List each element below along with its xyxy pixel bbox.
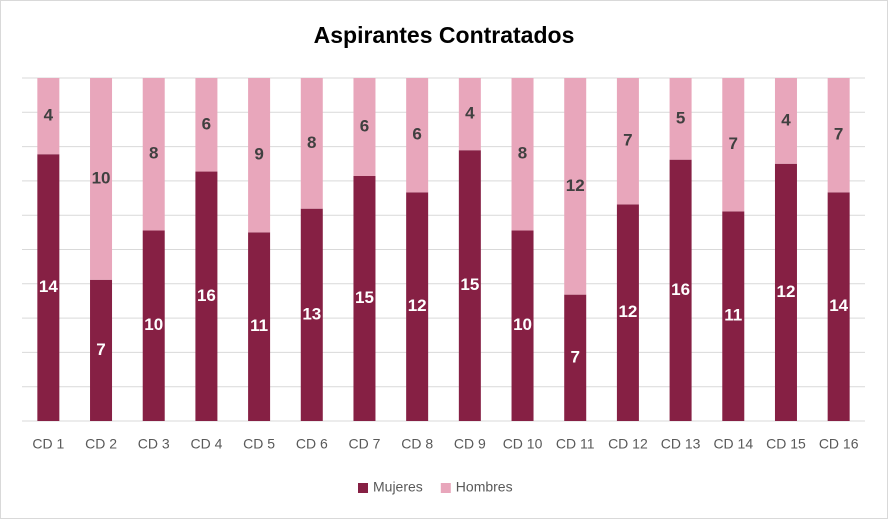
bar-segment bbox=[90, 279, 113, 421]
bar-segment bbox=[37, 154, 60, 421]
legend-label: Mujeres bbox=[373, 479, 423, 495]
x-tick-label: CD 15 bbox=[766, 436, 806, 452]
data-label: 7 bbox=[623, 131, 632, 150]
bar-segment bbox=[353, 176, 376, 421]
data-label: 10 bbox=[144, 315, 163, 334]
data-label: 7 bbox=[570, 347, 579, 366]
data-label: 6 bbox=[360, 116, 369, 135]
data-label: 15 bbox=[355, 288, 374, 307]
bar-segment bbox=[564, 78, 587, 295]
bar-segment bbox=[669, 159, 692, 421]
bar-segment bbox=[616, 78, 639, 205]
bar-segment bbox=[616, 204, 639, 421]
data-label: 15 bbox=[460, 275, 479, 294]
bar-segment bbox=[511, 78, 534, 231]
data-label: 10 bbox=[92, 168, 111, 187]
data-label: 4 bbox=[781, 110, 791, 129]
bar-segment bbox=[827, 78, 850, 193]
bar-segment bbox=[458, 78, 481, 151]
x-tick-label: CD 4 bbox=[190, 436, 222, 452]
data-label: 4 bbox=[44, 106, 54, 125]
data-label: 13 bbox=[302, 304, 321, 323]
bar-segment bbox=[142, 230, 165, 421]
data-label: 16 bbox=[197, 286, 216, 305]
data-label: 16 bbox=[671, 280, 690, 299]
bar-segment bbox=[353, 78, 376, 176]
x-tick-label: CD 10 bbox=[503, 436, 543, 452]
bar-segment bbox=[827, 192, 850, 421]
x-tick-label: CD 9 bbox=[454, 436, 486, 452]
data-label: 14 bbox=[829, 296, 848, 315]
x-tick-label: CD 3 bbox=[138, 436, 170, 452]
x-tick-label: CD 14 bbox=[713, 436, 753, 452]
bar-segment bbox=[511, 230, 534, 421]
data-label: 14 bbox=[39, 277, 58, 296]
bar-segment bbox=[564, 294, 587, 421]
x-tick-label: CD 5 bbox=[243, 436, 275, 452]
bar-segment bbox=[248, 78, 271, 233]
chart-title: Aspirantes Contratados bbox=[314, 22, 575, 48]
data-label: 6 bbox=[202, 114, 211, 133]
data-label: 5 bbox=[676, 108, 685, 127]
data-label: 11 bbox=[250, 316, 268, 335]
bar-segment bbox=[669, 78, 692, 160]
bar-segment bbox=[774, 78, 797, 164]
x-tick-label: CD 16 bbox=[819, 436, 859, 452]
data-label: 8 bbox=[307, 133, 316, 152]
legend-swatch bbox=[358, 483, 368, 493]
bar-segment bbox=[406, 192, 429, 421]
x-tick-label: CD 2 bbox=[85, 436, 117, 452]
x-tick-label: CD 11 bbox=[556, 436, 595, 452]
bar-segment bbox=[90, 78, 113, 280]
bar-segment bbox=[406, 78, 429, 193]
x-tick-label: CD 8 bbox=[401, 436, 433, 452]
data-label: 6 bbox=[412, 125, 421, 144]
data-label: 12 bbox=[618, 302, 637, 321]
x-tick-label: CD 13 bbox=[661, 436, 701, 452]
legend-label: Hombres bbox=[456, 479, 513, 495]
data-label: 12 bbox=[566, 176, 585, 195]
legend-swatch bbox=[440, 483, 451, 493]
data-label: 10 bbox=[513, 315, 532, 334]
bar-segment bbox=[300, 78, 323, 209]
data-label: 12 bbox=[777, 282, 796, 301]
data-label: 8 bbox=[518, 144, 527, 163]
bar-segment bbox=[142, 78, 165, 231]
x-tick-label: CD 12 bbox=[608, 436, 648, 452]
data-label: 7 bbox=[834, 125, 843, 144]
x-tick-label: CD 7 bbox=[349, 436, 381, 452]
data-label: 7 bbox=[729, 134, 738, 153]
bar-segment bbox=[195, 78, 218, 172]
bar-segment bbox=[300, 208, 323, 421]
bar-segment bbox=[248, 232, 271, 421]
bar-segment bbox=[722, 78, 745, 212]
x-tick-label: CD 1 bbox=[32, 436, 64, 452]
data-label: 7 bbox=[96, 340, 105, 359]
data-label: 4 bbox=[465, 104, 475, 123]
bar-segment bbox=[195, 171, 218, 421]
bar-segment bbox=[37, 78, 60, 155]
data-label: 9 bbox=[254, 145, 263, 164]
bar-segment bbox=[458, 150, 481, 422]
data-label: 8 bbox=[149, 144, 158, 163]
bar-segment bbox=[722, 211, 745, 421]
x-tick-label: CD 6 bbox=[296, 436, 328, 452]
data-label: 12 bbox=[408, 296, 427, 315]
bar-segment bbox=[774, 163, 797, 421]
data-label: 11 bbox=[724, 306, 742, 325]
